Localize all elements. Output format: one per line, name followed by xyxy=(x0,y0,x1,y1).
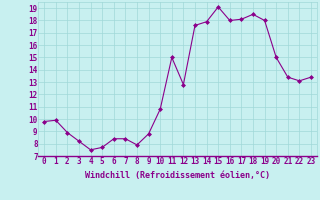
X-axis label: Windchill (Refroidissement éolien,°C): Windchill (Refroidissement éolien,°C) xyxy=(85,171,270,180)
